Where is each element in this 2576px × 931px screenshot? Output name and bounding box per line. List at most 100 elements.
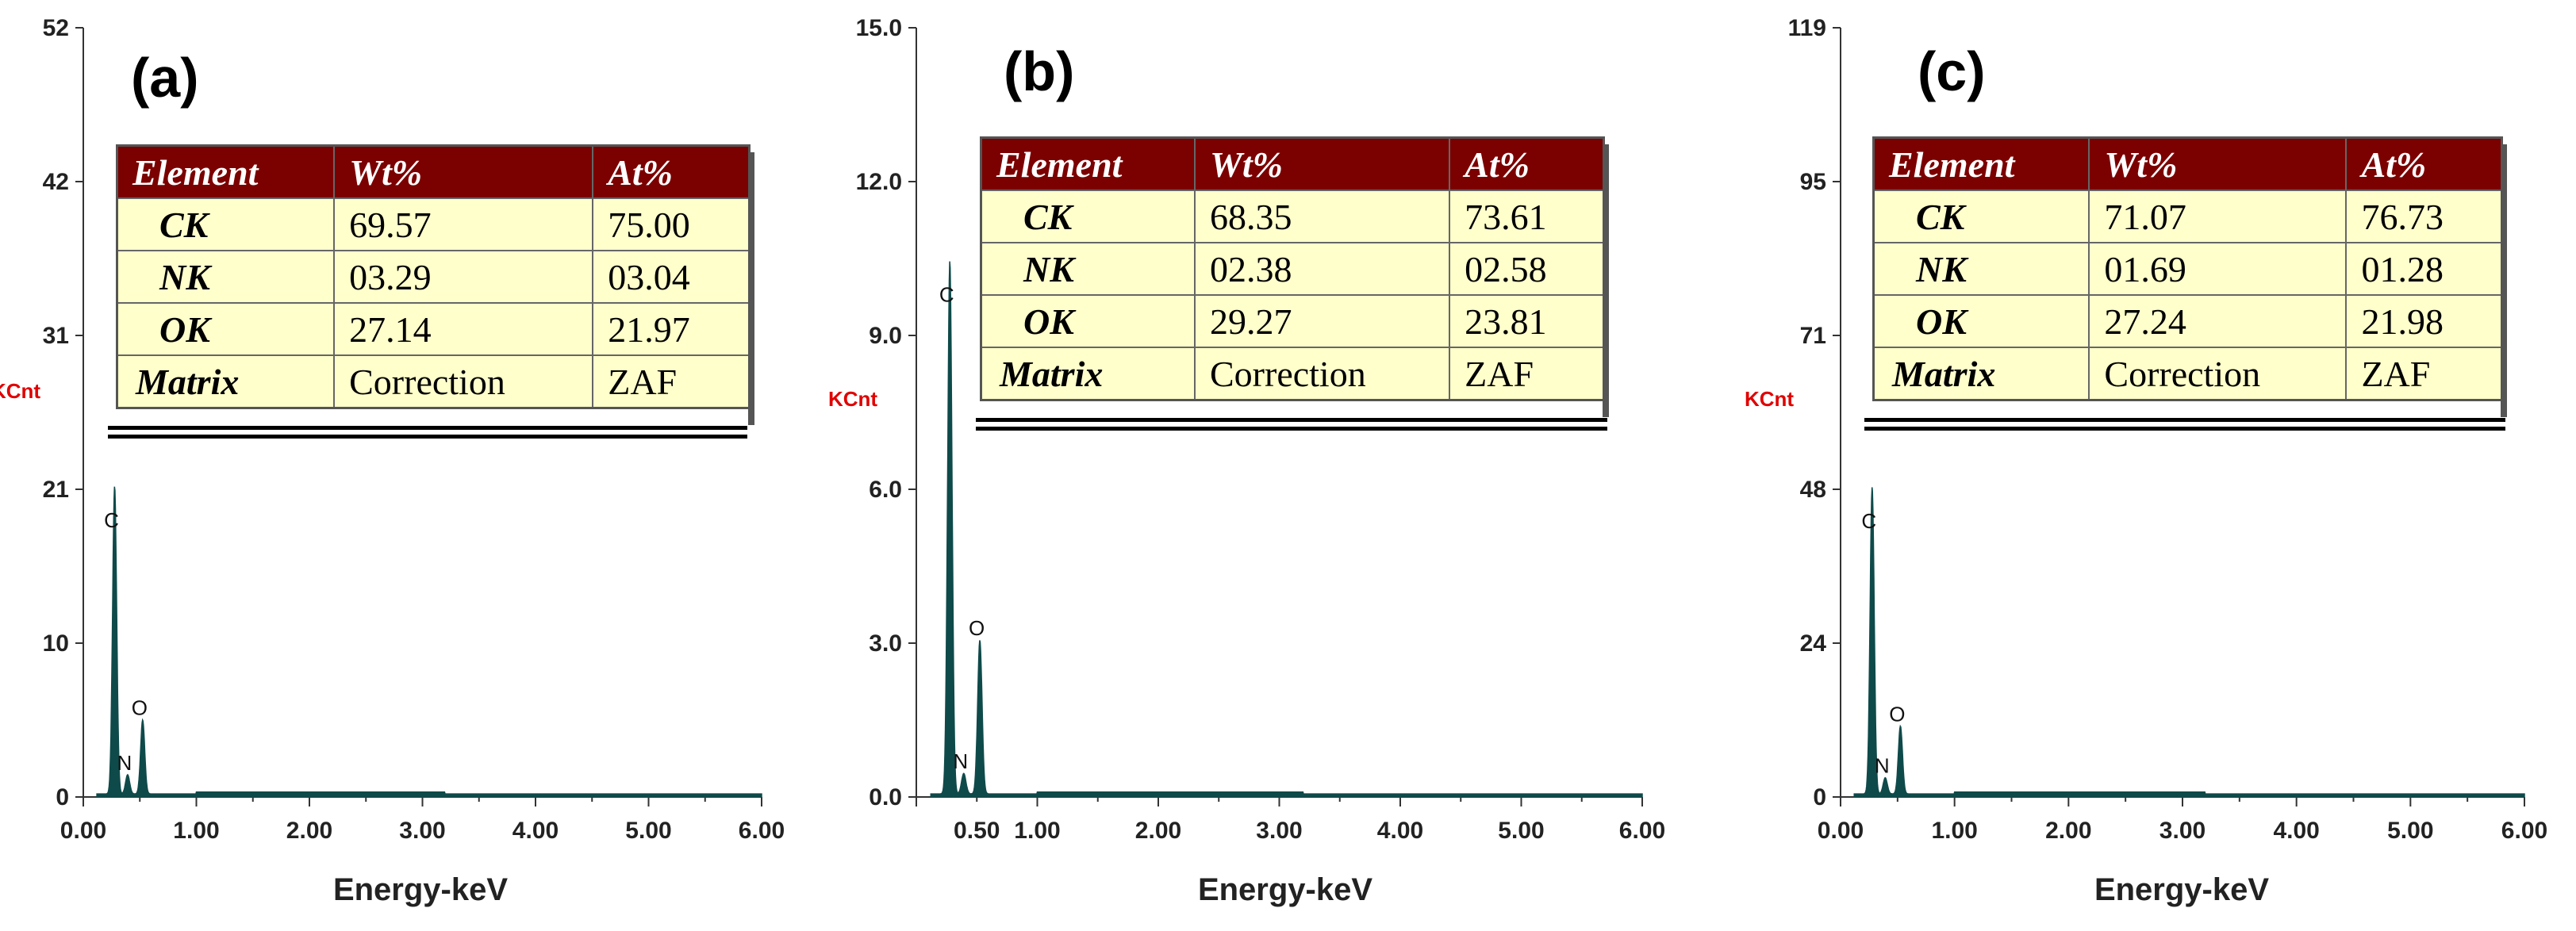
table-underline-c — [1864, 418, 2505, 422]
peak-label-o: O — [969, 616, 985, 640]
header-at: At% — [2345, 136, 2503, 191]
cell-wt: 29.27 — [1193, 294, 1451, 348]
header-wt: Wt% — [1193, 136, 1451, 191]
peak-label-o: O — [1889, 702, 1905, 726]
y-tick-label: 31 — [43, 323, 69, 349]
header-at: At% — [1449, 136, 1605, 191]
eds-spectrum-chart-c: 0 24 48 71 95 119 0.00 1.00 2.00 3.00 4.00 5.00 6.00… — [1745, 15, 2547, 907]
y-tick-label: 3.0 — [869, 630, 902, 657]
x-tick-label: 3.00 — [399, 818, 445, 844]
y-tick-label: 12.0 — [856, 169, 902, 195]
table-underline-c2 — [1864, 427, 2505, 431]
table-row: NK 03.29 03.04 — [116, 250, 751, 304]
y-tick-label: 52 — [43, 15, 69, 41]
cell-zaf: ZAF — [592, 354, 751, 409]
table-shadow-a — [748, 152, 754, 425]
composition-table-c: Element Wt% At% CK 71.07 76.73 NK 01.69 … — [1872, 136, 2503, 401]
table-row: NK 02.38 02.58 — [980, 242, 1605, 296]
cell-at: 21.98 — [2345, 294, 2503, 348]
spectrum-area — [930, 261, 1643, 798]
header-element: Element — [1872, 136, 2090, 191]
cell-at: 03.04 — [592, 250, 751, 304]
cell-at: 75.00 — [592, 197, 751, 251]
cell-matrix: Matrix — [116, 354, 336, 409]
header-element: Element — [980, 136, 1196, 191]
cell-at: 23.81 — [1449, 294, 1605, 348]
x-tick-label: 2.00 — [1135, 818, 1181, 844]
cell-element: OK — [116, 302, 336, 356]
y-tick-label: 21 — [43, 477, 69, 503]
cell-element: OK — [1872, 294, 2090, 348]
cell-element: NK — [116, 250, 336, 304]
cell-wt: 71.07 — [2088, 190, 2348, 243]
y-tick-label: 42 — [43, 169, 69, 195]
table-shadow-b — [1603, 144, 1609, 417]
x-axis-label: Energy-keV — [1198, 872, 1372, 907]
x-tick-label: 5.00 — [2387, 818, 2433, 844]
header-element: Element — [116, 144, 336, 199]
header-wt: Wt% — [2088, 136, 2348, 191]
peak-label-c: C — [1861, 509, 1876, 533]
x-tick-label: 5.00 — [1498, 818, 1544, 844]
table-row: NK 01.69 01.28 — [1872, 242, 2503, 296]
x-tick-label: 4.00 — [2273, 818, 2319, 844]
composition-table-b: Element Wt% At% CK 68.35 73.61 NK 02.38 … — [980, 136, 1605, 401]
x-tick-label: 2.00 — [2045, 818, 2091, 844]
cell-matrix: Matrix — [1872, 347, 2090, 401]
table-underline-b — [976, 418, 1607, 422]
table-row: CK 71.07 76.73 — [1872, 190, 2503, 243]
cell-correction: Correction — [333, 354, 594, 409]
y-tick-label: 9.0 — [869, 323, 902, 349]
y-tick-label: 6.0 — [869, 477, 902, 503]
panel-label-a: (a) — [131, 47, 199, 109]
x-tick-label: 0.00 — [1818, 818, 1864, 844]
y-axis-label: KCnt — [1745, 387, 1794, 411]
cell-correction: Correction — [1193, 347, 1451, 401]
spectrum-area — [96, 486, 762, 798]
cell-wt: 27.14 — [333, 302, 594, 356]
table-underline-b2 — [976, 427, 1607, 431]
x-axis-label: Energy-keV — [2094, 872, 2269, 907]
table-row: Matrix Correction ZAF — [980, 347, 1605, 401]
table-row: OK 27.14 21.97 — [116, 302, 751, 356]
header-wt: Wt% — [333, 144, 594, 199]
cell-element: NK — [980, 242, 1196, 296]
cell-element: NK — [1872, 242, 2090, 296]
cell-element: CK — [1872, 190, 2090, 243]
peak-label-o: O — [132, 696, 148, 720]
x-tick-label: 0.00 — [60, 818, 106, 844]
table-row: Matrix Correction ZAF — [116, 354, 751, 409]
table-shadow-c — [2501, 144, 2507, 417]
x-tick-label: 6.00 — [739, 818, 785, 844]
cell-wt: 68.35 — [1193, 190, 1451, 243]
cell-element: CK — [116, 197, 336, 251]
x-tick-label: 5.00 — [625, 818, 671, 844]
x-tick-label: 4.00 — [1377, 818, 1423, 844]
x-tick-label: 0.50 — [954, 818, 1000, 844]
y-axis-label: KCnt — [828, 387, 877, 411]
peak-label-n: N — [1875, 754, 1890, 778]
table-header-row: Element Wt% At% — [116, 144, 751, 199]
peak-label-c: C — [939, 282, 954, 306]
eds-spectrum-chart-b: 0.0 3.0 6.0 9.0 12.0 15.0 0.50 1.00 2.00 3.00 4.00… — [828, 15, 1665, 907]
header-at: At% — [592, 144, 751, 199]
table-row: CK 69.57 75.00 — [116, 197, 751, 251]
cell-at: 21.97 — [592, 302, 751, 356]
cell-matrix: Matrix — [980, 347, 1196, 401]
cell-wt: 69.57 — [333, 197, 594, 251]
eds-panel-c: 0 24 48 71 95 119 0.00 1.00 2.00 3.00 4.00 5.00 6.00… — [1722, 0, 2576, 931]
peak-label-n: N — [117, 751, 132, 775]
cell-wt: 03.29 — [333, 250, 594, 304]
cell-wt: 01.69 — [2088, 242, 2348, 296]
y-tick-label: 119 — [1788, 15, 1826, 41]
x-tick-label: 6.00 — [1619, 818, 1665, 844]
x-tick-label: 2.00 — [286, 818, 332, 844]
spectrum-area — [1853, 487, 2525, 798]
cell-at: 76.73 — [2345, 190, 2503, 243]
panel-label-c: (c) — [1918, 40, 1986, 102]
cell-zaf: ZAF — [2345, 347, 2503, 401]
y-tick-label: 15.0 — [856, 15, 902, 41]
table-row: CK 68.35 73.61 — [980, 190, 1605, 243]
x-tick-label: 6.00 — [2501, 818, 2547, 844]
y-tick-label: 0.0 — [869, 784, 902, 810]
